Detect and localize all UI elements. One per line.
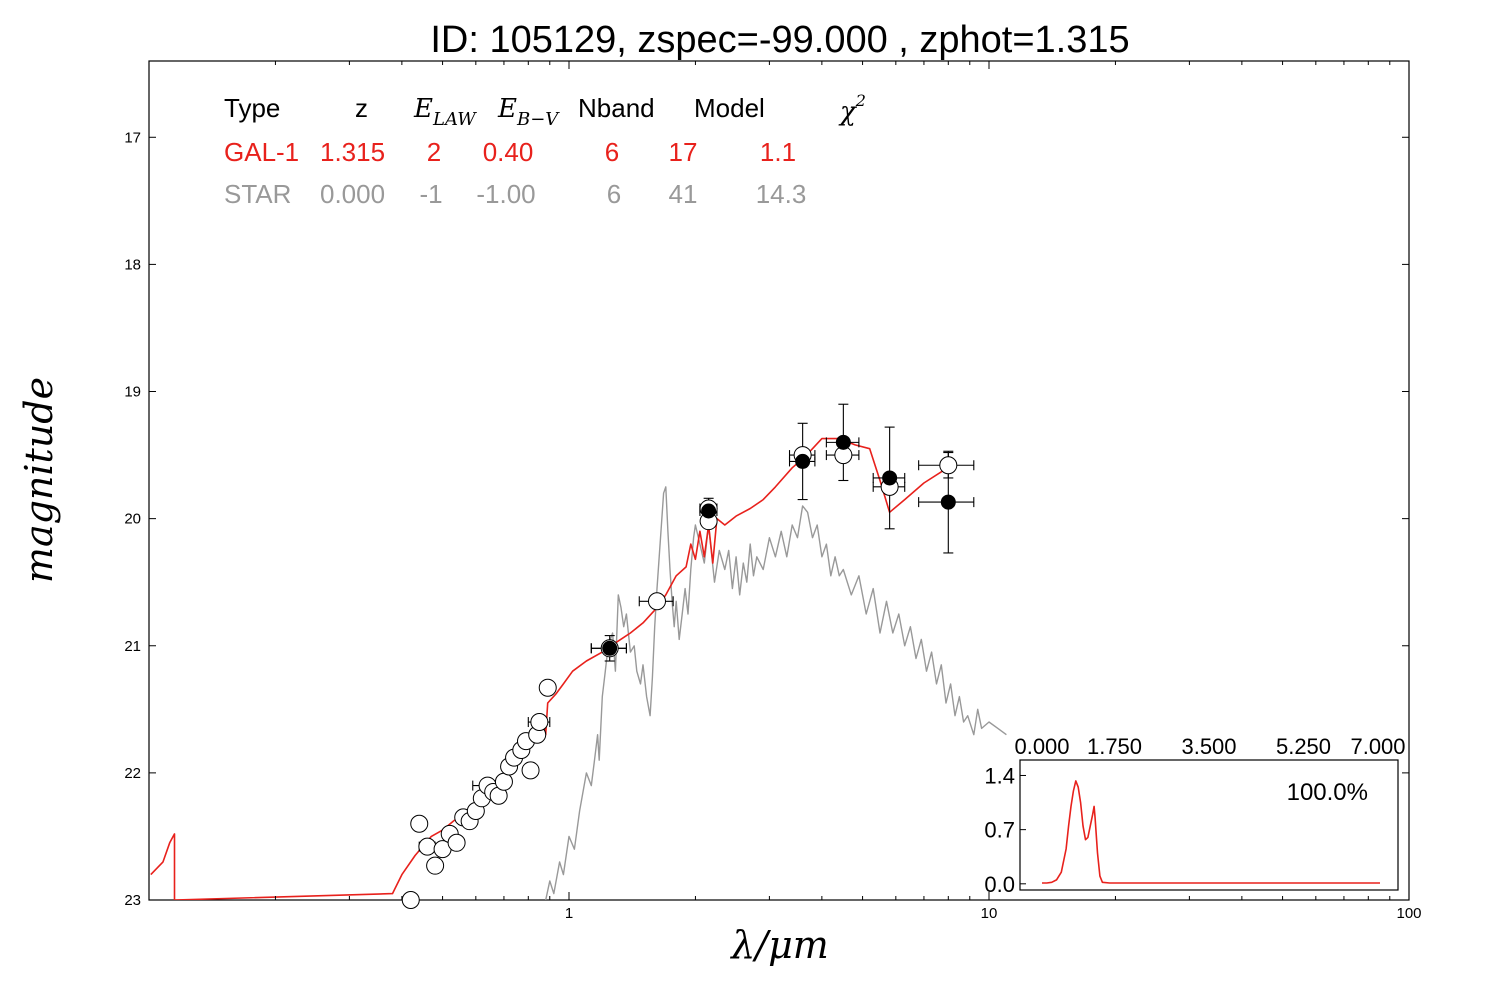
- observed-point-filled: [701, 503, 717, 519]
- summary-table-header: Type z ELAW EB−V Nband Model χ2: [224, 91, 866, 130]
- star-nband: 6: [607, 179, 621, 209]
- header-ebv-sub: B−V: [516, 109, 560, 130]
- galaxy-template-line: [150, 437, 945, 900]
- inset-pdf-curve: [1042, 780, 1380, 884]
- gal-z: 1.315: [320, 137, 385, 167]
- inset-x-tick-label: 5.250: [1276, 734, 1331, 759]
- header-elaw-e: E: [413, 94, 433, 124]
- y-axis-ticks: 17 18 19 20 21 22 23: [124, 129, 1409, 909]
- star-model: 41: [669, 179, 698, 209]
- star-elaw: -1: [419, 179, 442, 209]
- observed-point-open: [530, 713, 549, 732]
- gal-elaw: 2: [427, 137, 441, 167]
- observed-point-open: [939, 456, 958, 475]
- inset-x-ticks: 0.000 1.750 3.500 5.250 7.000: [1014, 734, 1405, 759]
- header-ebv: EB−V: [497, 94, 560, 130]
- inset-y-tick-label: 0.0: [984, 872, 1015, 897]
- star-template-line: [545, 486, 1007, 900]
- observed-point-open: [494, 772, 513, 791]
- inset-x-tick-label: 0.000: [1014, 734, 1069, 759]
- inset-x-tick-label: 7.000: [1350, 734, 1405, 759]
- header-elaw: ELAW: [413, 94, 477, 130]
- y-tick-label: 23: [124, 892, 141, 909]
- header-chi2-sym: χ: [838, 97, 858, 127]
- header-chi2: χ2: [838, 91, 866, 127]
- star-type: STAR: [224, 179, 291, 209]
- plot-frame: [148, 60, 1410, 901]
- observed-point-filled: [795, 453, 811, 469]
- summary-row-galaxy: GAL-1 1.315 2 0.40 6 17 1.1: [224, 137, 796, 167]
- inset-x-tick-label: 3.500: [1181, 734, 1236, 759]
- y-tick-label: 20: [124, 511, 141, 528]
- inset-probability-label: 100.0%: [1287, 779, 1368, 806]
- header-elaw-sub: LAW: [432, 109, 477, 130]
- chart-title: ID: 105129, zspec=-99.000 , zphot=1.315: [430, 19, 1129, 61]
- x-tick-label: 100: [1396, 905, 1421, 922]
- x-axis-label: λ/μm: [729, 923, 829, 967]
- inset-x-tick-label: 1.750: [1087, 734, 1142, 759]
- star-z: 0.000: [320, 179, 385, 209]
- x-tick-label: 10: [981, 905, 998, 922]
- y-tick-label: 21: [124, 638, 141, 655]
- observed-point-filled: [602, 640, 618, 656]
- star-ebv: -1.00: [476, 179, 535, 209]
- y-tick-label: 19: [124, 384, 141, 401]
- y-tick-label: 18: [124, 256, 141, 273]
- y-tick-label: 22: [124, 765, 141, 782]
- gal-chi2: 1.1: [760, 137, 796, 167]
- redshift-pdf-inset: 0.000 1.750 3.500 5.250 7.000 0.0 0.7 1.4 100.…: [984, 734, 1405, 897]
- summary-row-star: STAR 0.000 -1 -1.00 6 41 14.3: [224, 179, 806, 209]
- header-chi2-sup: 2: [855, 91, 866, 110]
- inset-curve-group: [1042, 780, 1380, 884]
- observed-point-open: [447, 833, 466, 852]
- observed-point-filled: [940, 494, 956, 510]
- observed-point-open: [538, 678, 557, 697]
- gal-model: 17: [669, 137, 698, 167]
- gal-type: GAL-1: [224, 137, 299, 167]
- observed-point-open: [418, 837, 437, 856]
- inset-y-tick-label: 0.7: [984, 818, 1015, 843]
- gal-ebv: 0.40: [483, 137, 534, 167]
- gal-nband: 6: [605, 137, 619, 167]
- inset-y-tick-label: 1.4: [984, 763, 1015, 788]
- observed-point-open: [410, 814, 429, 833]
- observed-point-filled: [835, 434, 851, 450]
- inset-y-ticks: 0.0 0.7 1.4: [984, 763, 1026, 897]
- header-nband: Nband: [578, 93, 655, 123]
- y-tick-label: 17: [124, 129, 141, 146]
- observed-point-open: [647, 592, 666, 611]
- observed-point-filled: [882, 470, 898, 486]
- x-axis-ticks: 1 10 100: [274, 61, 1422, 922]
- x-tick-label: 1: [565, 905, 573, 922]
- header-z: z: [355, 93, 368, 123]
- header-model: Model: [694, 93, 765, 123]
- model-templates: [150, 437, 1007, 900]
- star-chi2: 14.3: [756, 179, 807, 209]
- observed-point-open: [426, 856, 445, 875]
- photometry-points: [401, 434, 958, 909]
- observed-point-open: [521, 761, 540, 780]
- y-axis-label: magnitude: [17, 377, 61, 583]
- header-ebv-e: E: [497, 94, 517, 124]
- observed-point-open: [401, 891, 420, 909]
- header-type: Type: [224, 93, 280, 123]
